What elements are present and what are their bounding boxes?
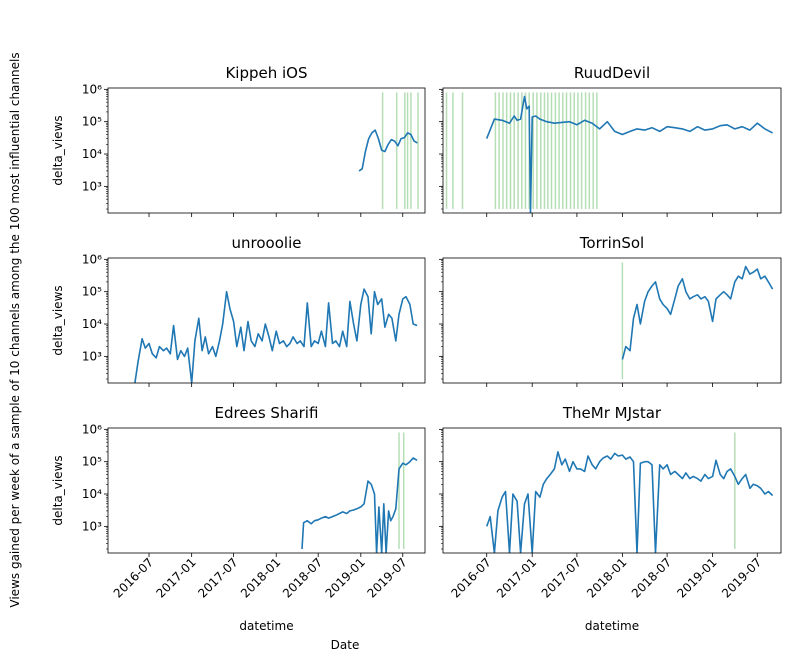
series-line [621, 265, 774, 360]
x-tick-label: 2019-07 [365, 555, 410, 600]
x-tick-label: 2017-07 [195, 555, 240, 600]
x-tick-label: 2017-01 [494, 555, 539, 600]
y-tick-label: 10⁴ [82, 147, 102, 161]
figure-xlabel: Date [331, 638, 360, 652]
axes-frame [442, 427, 782, 554]
x-tick-label: 2017-07 [539, 555, 584, 600]
axes-frame [107, 257, 426, 384]
y-tick-label: 10³ [82, 519, 102, 533]
x-tick-label: 2018-07 [280, 555, 325, 600]
subplot-title: Kippeh iOS [225, 64, 307, 82]
plot-area [134, 288, 418, 383]
subplot-ylabel: delta_views [51, 455, 65, 525]
axes-frame [107, 87, 426, 214]
x-tick-label: 2018-07 [629, 555, 674, 600]
subplot-title: RuudDevil [574, 64, 650, 82]
y-tick-label: 10⁵ [82, 115, 102, 129]
y-tick-label: 10³ [82, 349, 102, 363]
x-tick-label: 2019-07 [719, 555, 764, 600]
y-tick-label: 10⁴ [82, 317, 102, 331]
subplot-3: unrooolie 10³ 10⁴ 10⁵ 10⁶ delta_views [51, 234, 426, 387]
subplot-ylabel: delta_views [51, 285, 65, 355]
plot-area [445, 92, 773, 213]
x-tick-label: 2019-01 [674, 555, 719, 600]
y-tick-label: 10⁵ [82, 285, 102, 299]
subplot-6: TheMr MJstar 2016-07 2017-01 2017-07 2018-01… [439, 404, 782, 633]
x-tick-label: 2018-01 [584, 555, 629, 600]
y-tick-label: 10⁵ [82, 455, 102, 469]
subplot-title: unrooolie [232, 234, 302, 252]
x-tick-label: 2019-01 [323, 555, 368, 600]
subplot-title: TheMr MJstar [562, 404, 662, 422]
subplot-grid: Kippeh iOS 10³ 10⁴ 10⁵ 10⁶ delta_views RuudDev… [51, 64, 782, 633]
axes-frame [107, 427, 426, 554]
subplot-title: Edrees Sharifi [215, 404, 319, 422]
subplot-2: RuudDevil [439, 64, 782, 217]
x-tick-label: 2018-01 [238, 555, 283, 600]
plot-area [358, 92, 419, 209]
subplot-xlabel: datetime [585, 619, 639, 633]
series-line [358, 129, 418, 172]
axes-frame [442, 257, 782, 384]
axes-frame [442, 87, 782, 214]
subplot-title: TorrinSol [579, 234, 644, 252]
subplot-ylabel: delta_views [51, 115, 65, 185]
series-line [134, 288, 418, 383]
series-line [485, 95, 773, 213]
subplot-5: Edrees Sharifi 10³ 10⁴ 10⁵ 10⁶ 2016-072017-01… [51, 404, 426, 601]
series-line [485, 451, 774, 553]
y-tick-label: 10³ [82, 179, 102, 193]
plot-area [301, 432, 418, 553]
subplot-xlabel: datetime [239, 619, 293, 633]
plot-area [621, 262, 774, 379]
y-tick-label: 10⁴ [82, 487, 102, 501]
series-line [301, 457, 418, 553]
y-tick-label: 10⁶ [82, 252, 102, 266]
x-tick-label: 2016-07 [111, 555, 156, 600]
subplot-1: Kippeh iOS 10³ 10⁴ 10⁵ 10⁶ delta_views [51, 64, 426, 217]
x-tick-label: 2016-07 [448, 555, 493, 600]
figure-ylabel: Views gained per week of a sample of 10 … [8, 52, 22, 607]
x-tick-label: 2017-01 [153, 555, 198, 600]
y-tick-label: 10⁶ [82, 82, 102, 96]
y-tick-label: 10⁶ [82, 422, 102, 436]
plot-area [485, 432, 774, 553]
subplot-4: TorrinSol [439, 234, 782, 387]
